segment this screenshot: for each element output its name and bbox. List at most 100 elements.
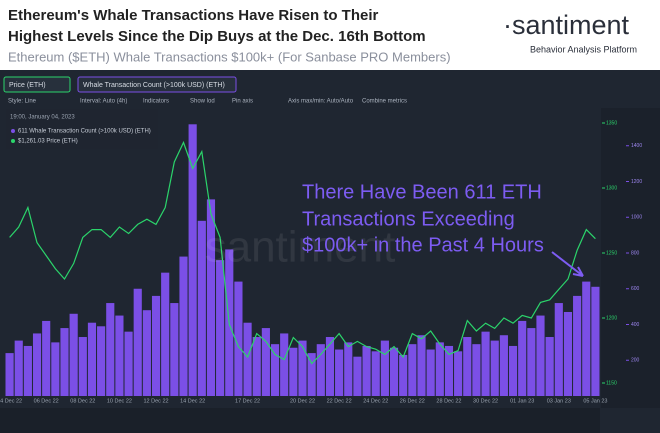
tab[interactable] — [77, 76, 237, 93]
bar — [307, 353, 316, 396]
bar — [362, 345, 371, 396]
bar — [60, 328, 69, 396]
bar — [353, 356, 362, 396]
tagline: Behavior Analysis Platform — [530, 44, 637, 54]
bar — [344, 342, 353, 396]
bar — [42, 320, 51, 396]
annotation: Transactions Exceeding — [302, 208, 515, 230]
x-tick-label: 12 Dec 22 — [143, 398, 168, 404]
toolbar-item[interactable]: Show lod — [190, 99, 215, 105]
subtitle: Ethereum ($ETH) Whale Transactions $100k… — [8, 49, 451, 64]
x-tick-label: 26 Dec 22 — [400, 398, 425, 404]
x-tick-label: 14 Dec 22 — [180, 398, 205, 404]
y-tick-label: 200 — [631, 358, 640, 364]
toolbar-item[interactable]: Interval: Auto (4h) — [80, 99, 127, 105]
arrow — [551, 251, 584, 277]
x-tick-label: 20 Dec 22 — [290, 398, 315, 404]
x-tick-label: 24 Dec 22 — [363, 398, 388, 404]
toolbar: Style: Line Interval: Auto (4h) Indicators… — [8, 99, 407, 105]
x-tick-label: 22 Dec 22 — [327, 398, 352, 404]
axis-panel — [601, 108, 660, 408]
tooltip-date: 19:00, January 04, 2023 — [10, 115, 75, 121]
tab[interactable] — [3, 76, 71, 93]
bar — [289, 347, 298, 396]
y-tick-label: 1400 — [631, 143, 642, 149]
bar — [582, 281, 591, 396]
tooltip-row: 611 Whale Transaction Count (>100k USD) … — [18, 129, 151, 135]
bar — [124, 331, 133, 396]
y2-tick-label: 1350 — [606, 120, 617, 126]
x-tick-label: 17 Dec 22 — [235, 398, 260, 404]
bar — [481, 331, 490, 396]
bar — [170, 303, 179, 396]
watermark: santiment — [205, 223, 396, 272]
bar — [408, 344, 417, 396]
bar — [51, 342, 60, 396]
bar — [5, 353, 14, 396]
bar — [23, 345, 32, 396]
toolbar-item[interactable]: Pin axis — [232, 99, 253, 105]
toolbar-item[interactable]: Style: Line — [8, 99, 37, 105]
bar — [179, 256, 188, 396]
x-tick-label: 06 Dec 22 — [34, 398, 59, 404]
bar — [371, 351, 380, 396]
bar — [252, 337, 261, 396]
bar — [78, 337, 87, 396]
annotation: There Have Been 611 ETH — [302, 181, 542, 203]
bar — [454, 351, 463, 396]
bar — [197, 220, 206, 396]
y-tick-label: 1200 — [631, 179, 642, 185]
bar — [545, 337, 554, 396]
bar — [216, 260, 225, 396]
bar — [490, 340, 499, 396]
annotation: $100k+ in the Past 4 Hours — [302, 234, 544, 256]
x-tick-label: 08 Dec 22 — [70, 398, 95, 404]
bar — [97, 326, 106, 396]
x-tick-label: 03 Jan 23 — [547, 398, 571, 404]
x-tick-label: 01 Jan 23 — [510, 398, 534, 404]
bar — [133, 288, 142, 396]
bar — [69, 313, 78, 396]
bar — [527, 328, 536, 396]
bar — [563, 311, 573, 396]
tooltip-dot — [11, 139, 15, 143]
bar — [261, 328, 270, 396]
bar — [316, 344, 325, 396]
navigator — [0, 408, 600, 433]
title: Ethereum's Whale Transactions Have Risen… — [8, 7, 379, 24]
bar — [298, 340, 307, 396]
bar — [399, 354, 408, 396]
plot: 200 400 600 800 1000 1200 1400 1150 1200 1250 1300… — [0, 108, 660, 408]
bar — [426, 349, 435, 396]
y-tick-label: 1000 — [631, 215, 642, 221]
x-tick-label: 30 Dec 22 — [473, 398, 498, 404]
y2-tick-label: 1250 — [606, 250, 617, 256]
y2-tick-label: 1150 — [606, 380, 617, 386]
bar — [435, 342, 444, 396]
y-tick-label: 400 — [631, 322, 640, 328]
bar — [142, 310, 151, 396]
toolbar-item[interactable]: Combine metrics — [362, 99, 407, 105]
bar — [87, 322, 97, 396]
bar — [444, 345, 454, 396]
bar — [32, 333, 42, 396]
logo: ·santiment — [503, 10, 630, 40]
bar — [518, 320, 527, 396]
bar — [463, 337, 472, 396]
tooltip-bg — [6, 109, 158, 149]
bar — [335, 349, 344, 396]
bar — [536, 315, 545, 396]
toolbar-item[interactable]: Indicators — [143, 99, 169, 105]
bar — [389, 347, 399, 396]
bar — [508, 345, 518, 396]
toolbar-item[interactable]: Axis max/min: Auto/Auto — [288, 99, 354, 105]
title: Highest Levels Since the Dip Buys at the… — [8, 28, 426, 45]
bar — [188, 124, 197, 397]
bar — [115, 315, 124, 396]
bar — [573, 295, 582, 396]
bar — [151, 295, 161, 396]
bar — [14, 340, 23, 396]
y2-tick-label: 1200 — [606, 315, 617, 321]
